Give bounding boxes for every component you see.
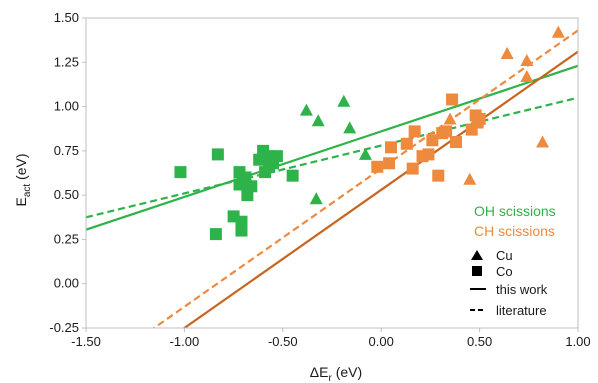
y-tick-label: 1.25 <box>54 54 79 69</box>
fit-line-this-work-ch <box>182 50 578 328</box>
y-tick-label: 0.25 <box>54 231 79 246</box>
square-marker-oh <box>270 150 283 163</box>
fit-line-literature-ch <box>152 29 578 328</box>
triangle-marker-ch <box>520 54 534 67</box>
square-marker-oh <box>211 148 224 161</box>
square-marker-ch <box>426 134 439 147</box>
x-tick-label: -1.50 <box>71 334 101 349</box>
legend-co-label: Co <box>496 264 513 279</box>
square-marker-oh <box>209 228 222 241</box>
legend-cu-label: Cu <box>496 248 513 263</box>
y-tick-label: -0.25 <box>49 320 79 335</box>
legend-this-work-label: this work <box>496 282 548 297</box>
square-marker-ch <box>446 93 459 106</box>
x-axis-title: ΔEr (eV) <box>310 364 362 383</box>
square-marker-ch <box>383 157 396 170</box>
square-marker-oh <box>245 180 258 193</box>
triangle-marker-ch <box>520 69 534 82</box>
triangle-marker-oh <box>311 114 325 127</box>
x-tick-label: 1.00 <box>565 334 590 349</box>
tick-labels: -1.50 -1.00 -0.50 0.00 0.50 1.00 -0.25 0.00 0.25… <box>49 10 590 349</box>
x-tick-label: 0.50 <box>467 334 492 349</box>
y-tick-label: 0.00 <box>54 276 79 291</box>
x-tick-label: -1.00 <box>170 334 200 349</box>
y-axis-title: Eact (eV) <box>13 153 33 206</box>
triangle-marker-oh <box>337 94 351 107</box>
triangle-marker-oh <box>358 147 372 160</box>
x-tick-label: 0.00 <box>369 334 394 349</box>
axes <box>82 17 579 332</box>
triangle-marker-ch <box>551 25 565 38</box>
plot-border <box>85 17 579 329</box>
triangle-marker-ch <box>443 112 457 125</box>
fit-lines <box>86 29 578 328</box>
square-marker-ch <box>432 169 445 182</box>
fit-line-literature-oh <box>86 96 578 219</box>
triangle-marker-ch <box>463 172 477 185</box>
triangle-marker-oh <box>343 121 357 134</box>
data-markers <box>174 25 565 241</box>
square-marker-ch <box>469 109 482 122</box>
y-tick-label: 1.50 <box>54 10 79 25</box>
y-tick-label: 0.50 <box>54 187 79 202</box>
square-icon <box>472 266 482 276</box>
square-marker-ch <box>422 148 435 161</box>
triangle-icon <box>471 250 483 260</box>
x-tick-label: -0.50 <box>268 334 298 349</box>
legend: OH scissions CH scissions Cu Co this wor… <box>470 203 556 318</box>
square-marker-ch <box>385 141 398 154</box>
triangle-marker-ch <box>500 46 514 59</box>
square-marker-ch <box>400 137 413 150</box>
square-marker-ch <box>449 136 462 148</box>
triangle-marker-oh <box>309 192 323 205</box>
square-marker-ch <box>406 162 419 175</box>
square-marker-ch <box>408 125 421 138</box>
legend-ch-label: CH scissions <box>474 223 555 239</box>
triangle-marker-oh <box>299 103 313 116</box>
y-tick-label: 0.75 <box>54 143 79 158</box>
square-marker-oh <box>286 169 299 182</box>
triangle-marker-ch <box>536 135 550 148</box>
square-marker-oh <box>174 166 187 179</box>
fit-line-this-work-oh <box>86 64 578 231</box>
square-marker-ch <box>440 125 453 138</box>
square-marker-oh <box>235 215 248 228</box>
y-tick-label: 1.00 <box>54 99 79 114</box>
legend-literature-label: literature <box>496 303 547 318</box>
legend-oh-label: OH scissions <box>474 203 556 219</box>
square-marker-ch <box>371 160 384 173</box>
